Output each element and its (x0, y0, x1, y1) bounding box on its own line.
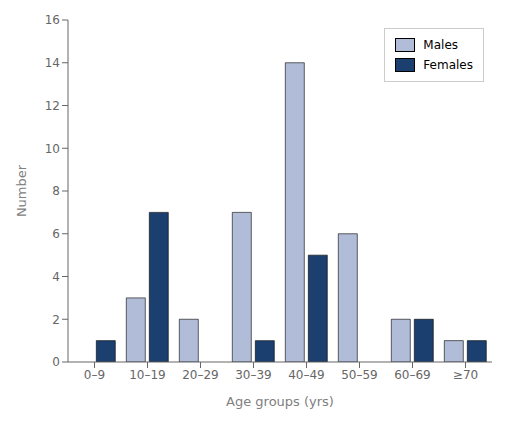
svg-text:10–19: 10–19 (129, 368, 166, 382)
svg-text:20–29: 20–29 (182, 368, 219, 382)
svg-text:14: 14 (45, 56, 60, 70)
html-text:Females: Females (423, 58, 473, 72)
svg-text:10: 10 (45, 142, 60, 156)
svg-text:16: 16 (45, 13, 60, 27)
svg-text:Number: Number (14, 164, 29, 217)
svg-text:6: 6 (52, 227, 60, 241)
svg-text:2: 2 (52, 313, 60, 327)
html-text:Males: Males (423, 38, 458, 52)
svg-text:0: 0 (52, 355, 60, 369)
svg-text:8: 8 (52, 184, 60, 198)
svg-text:60–69: 60–69 (394, 368, 431, 382)
svg-text:40–49: 40–49 (288, 368, 325, 382)
svg-text:12: 12 (45, 99, 60, 113)
svg-text:4: 4 (52, 270, 60, 284)
svg-text:30–39: 30–39 (235, 368, 272, 382)
svg-text:Age groups (yrs): Age groups (yrs) (226, 394, 334, 409)
svg-text:≥70: ≥70 (453, 368, 478, 382)
svg-text:50–59: 50–59 (341, 368, 378, 382)
svg-text:0–9: 0–9 (84, 368, 105, 382)
